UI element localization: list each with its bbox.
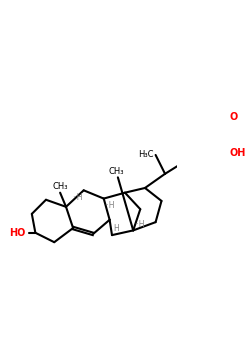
Text: OH: OH: [230, 148, 246, 158]
Text: O: O: [229, 112, 237, 122]
Text: HO: HO: [9, 228, 26, 238]
Text: H₃C: H₃C: [138, 150, 154, 160]
Text: CH₃: CH₃: [52, 182, 68, 191]
Text: ··H: ··H: [104, 201, 115, 210]
Text: ··H: ··H: [134, 220, 144, 229]
Text: CH₃: CH₃: [108, 167, 124, 176]
Text: ··H: ··H: [72, 193, 83, 202]
Text: H: H: [113, 224, 118, 233]
